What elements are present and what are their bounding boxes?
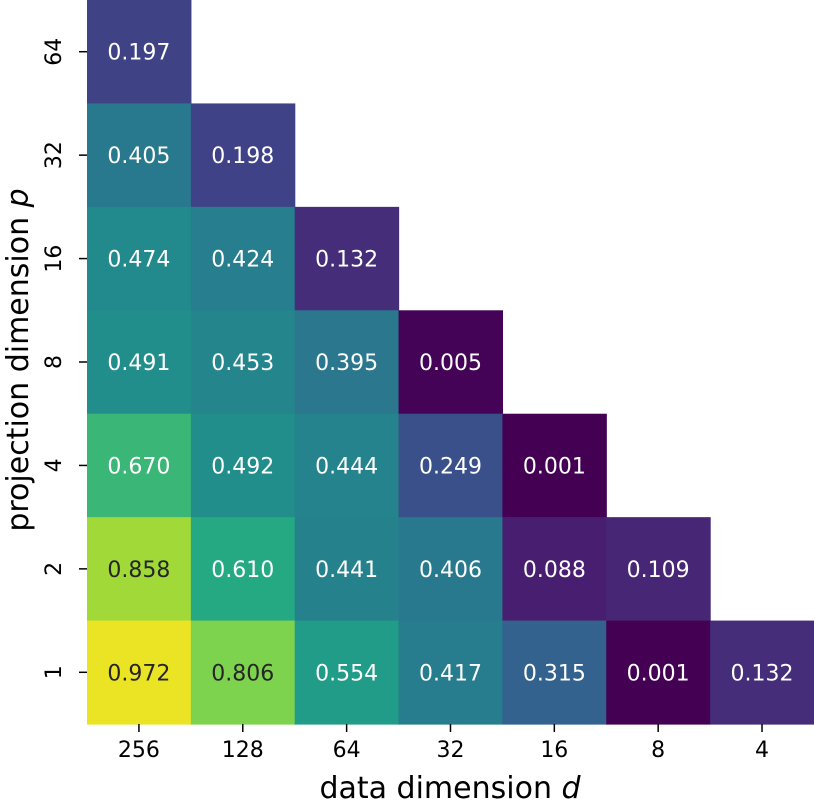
cell-value-label: 0.315 (523, 661, 586, 686)
cell-value-label: 0.554 (315, 661, 378, 686)
y-tick-label: 8 (42, 355, 67, 369)
heatmap-cell-256-2 (87, 517, 192, 622)
heatmap-cell-32-4 (398, 413, 503, 518)
heatmap-cell-labels: 0.197 0.405 0.198 0.474 0.424 0.132 0.491 0.453… (107, 41, 793, 687)
cell-value-label: 0.001 (523, 454, 586, 479)
cell-value-label: 0.109 (627, 558, 690, 583)
heatmap-cell-4-1 (710, 620, 814, 725)
heatmap-cells (87, 0, 814, 725)
cell-value-label: 0.132 (731, 661, 794, 686)
cell-value-label: 0.972 (107, 661, 170, 686)
y-axis-label-text: projection dimension (1, 207, 36, 531)
heatmap-cell-128-1 (190, 620, 296, 725)
x-tick-label: 16 (540, 738, 568, 763)
cell-value-label: 0.424 (211, 248, 274, 273)
cell-value-label: 0.610 (211, 558, 274, 583)
cell-value-label: 0.132 (315, 248, 378, 273)
heatmap-cell-16-4 (502, 413, 607, 518)
x-axis-label-text: data dimension (319, 771, 561, 804)
cell-value-label: 0.001 (627, 661, 690, 686)
cell-value-label: 0.806 (211, 661, 274, 686)
heatmap-cell-64-2 (294, 517, 400, 622)
x-axis-ticks: 256 128 64 32 16 8 4 (118, 724, 769, 763)
cell-value-label: 0.444 (315, 454, 378, 479)
cell-value-label: 0.088 (523, 558, 586, 583)
heatmap-cell-256-1 (87, 620, 192, 725)
heatmap-cell-256-32 (87, 103, 192, 208)
y-axis-label-var: p (1, 188, 36, 208)
cell-value-label: 0.197 (107, 41, 170, 66)
heatmap-cell-16-2 (502, 517, 607, 622)
y-tick-label: 32 (42, 141, 67, 169)
heatmap-cell-128-8 (190, 310, 296, 415)
cell-value-label: 0.474 (107, 248, 170, 273)
x-tick-label: 4 (755, 738, 769, 763)
heatmap-cell-64-16 (294, 206, 400, 311)
heatmap-cell-16-1 (502, 620, 607, 725)
x-tick-label: 64 (333, 738, 361, 763)
x-tick-label: 256 (118, 738, 160, 763)
y-tick-label: 4 (42, 458, 67, 472)
x-axis-label-var: d (562, 771, 582, 804)
x-tick-label: 128 (222, 738, 264, 763)
cell-value-label: 0.405 (107, 144, 170, 169)
heatmap-cell-32-2 (398, 517, 503, 622)
cell-value-label: 0.406 (419, 558, 482, 583)
x-tick-label: 32 (436, 738, 464, 763)
heatmap-cell-256-4 (87, 413, 192, 518)
cell-value-label: 0.249 (419, 454, 482, 479)
heatmap-cell-256-16 (87, 206, 192, 311)
y-tick-label: 64 (42, 38, 67, 66)
heatmap-cell-8-1 (606, 620, 711, 725)
cell-value-label: 0.005 (419, 351, 482, 376)
heatmap-cell-256-64 (87, 0, 192, 105)
heatmap-cell-64-8 (294, 310, 400, 415)
heatmap-cell-8-2 (606, 517, 711, 622)
y-axis-label: projection dimension p (1, 188, 36, 531)
heatmap-cell-64-4 (294, 413, 400, 518)
cell-value-label: 0.670 (107, 454, 170, 479)
y-tick-label: 2 (42, 562, 67, 576)
y-tick-label: 16 (42, 245, 67, 273)
heatmap-cell-64-1 (294, 620, 400, 725)
cell-value-label: 0.198 (211, 144, 274, 169)
cell-value-label: 0.492 (211, 454, 274, 479)
cell-value-label: 0.395 (315, 351, 378, 376)
cell-value-label: 0.453 (211, 351, 274, 376)
x-tick-label: 8 (651, 738, 665, 763)
heatmap-cell-32-8 (398, 310, 503, 415)
heatmap-cell-128-2 (190, 517, 296, 622)
heatmap-cell-128-32 (190, 103, 296, 208)
x-axis-label: data dimension d (319, 771, 581, 804)
cell-value-label: 0.491 (107, 351, 170, 376)
heatmap-cell-32-1 (398, 620, 503, 725)
heatmap-cell-256-8 (87, 310, 192, 415)
cell-value-label: 0.858 (107, 558, 170, 583)
cell-value-label: 0.441 (315, 558, 378, 583)
cell-value-label: 0.417 (419, 661, 482, 686)
y-tick-label: 1 (42, 665, 67, 679)
heatmap-cell-128-4 (190, 413, 296, 518)
heatmap-cell-128-16 (190, 206, 296, 311)
y-axis-ticks: 64 32 16 8 4 2 1 (42, 38, 87, 679)
